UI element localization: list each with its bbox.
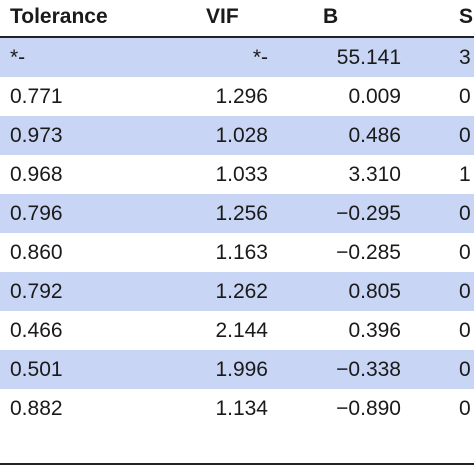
cell-s: 0 — [459, 397, 471, 420]
cell-tolerance: 0.792 — [10, 280, 63, 303]
cell-s: 3 — [459, 46, 471, 69]
table-bottom-rule — [0, 463, 474, 465]
cell-vif: 1.033 — [215, 163, 268, 186]
cell-tolerance: 0.968 — [10, 163, 63, 186]
cell-b: 0.009 — [348, 85, 401, 108]
cell-b: −0.295 — [336, 202, 401, 225]
cell-b: −0.285 — [336, 241, 401, 264]
header-tolerance: Tolerance — [10, 5, 108, 28]
cell-tolerance: 0.466 — [10, 319, 63, 342]
cell-b: 0.396 — [348, 319, 401, 342]
table-row: *- *- 55.141 3 — [0, 38, 474, 77]
cell-tolerance: 0.973 — [10, 124, 63, 147]
cell-vif: 1.256 — [215, 202, 268, 225]
cell-tolerance: 0.501 — [10, 358, 63, 381]
cell-s: 0 — [459, 280, 471, 303]
cell-tolerance: 0.860 — [10, 241, 63, 264]
cell-s: 0 — [459, 241, 471, 264]
cell-b: 3.310 — [348, 163, 401, 186]
cell-tolerance: *- — [10, 46, 26, 69]
table-row: 0.796 1.256 −0.295 0 — [0, 194, 474, 233]
cell-tolerance: 0.771 — [10, 85, 63, 108]
cell-vif: 1.163 — [215, 241, 268, 264]
cell-b: 0.486 — [348, 124, 401, 147]
table-row: 0.882 1.134 −0.890 0 — [0, 389, 474, 428]
cell-b: 0.805 — [348, 280, 401, 303]
table-row: 0.501 1.996 −0.338 0 — [0, 350, 474, 389]
cell-s: 0 — [459, 358, 471, 381]
cell-s: 0 — [459, 124, 471, 147]
table-row: 0.466 2.144 0.396 0 — [0, 311, 474, 350]
table-row: 0.771 1.296 0.009 0 — [0, 77, 474, 116]
cell-s: 1 — [459, 163, 471, 186]
table-row: 0.792 1.262 0.805 0 — [0, 272, 474, 311]
cell-tolerance: 0.796 — [10, 202, 63, 225]
cell-vif: 1.028 — [215, 124, 268, 147]
table-row: 0.860 1.163 −0.285 0 — [0, 233, 474, 272]
cell-b: −0.890 — [336, 397, 401, 420]
cell-s: 0 — [459, 202, 471, 225]
cell-vif: 2.144 — [215, 319, 268, 342]
table-row: 0.973 1.028 0.486 0 — [0, 116, 474, 155]
cell-s: 0 — [459, 319, 471, 342]
header-s: S — [459, 5, 474, 28]
cell-vif: 1.996 — [215, 358, 268, 381]
header-vif: VIF — [206, 5, 239, 28]
cell-s: 0 — [459, 85, 471, 108]
cell-vif: 1.296 — [215, 85, 268, 108]
cell-b: 55.141 — [336, 46, 401, 69]
cell-vif: 1.134 — [215, 397, 268, 420]
header-b: B — [323, 5, 339, 28]
cell-tolerance: 0.882 — [10, 397, 63, 420]
cell-vif: 1.262 — [215, 280, 268, 303]
cell-vif: *- — [252, 46, 268, 69]
table-header-row: Tolerance VIF B S — [0, 0, 474, 38]
table-row: 0.968 1.033 3.310 1 — [0, 155, 474, 194]
cell-b: −0.338 — [336, 358, 401, 381]
